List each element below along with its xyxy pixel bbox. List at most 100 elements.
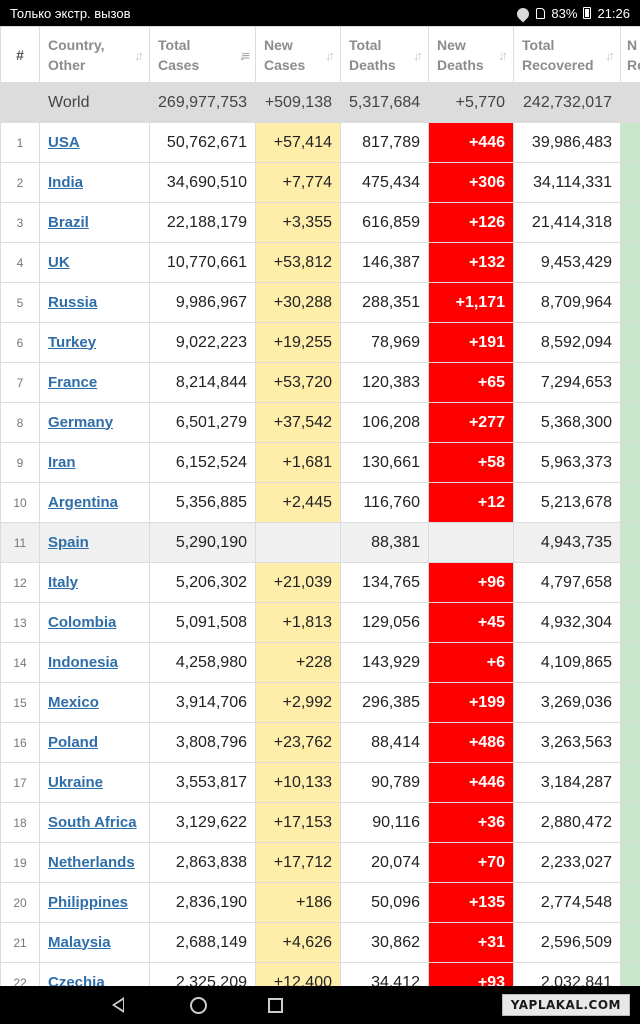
country-link[interactable]: Brazil [48, 213, 89, 231]
total-deaths-cell: 129,056 [340, 602, 429, 643]
new-deaths-cell: +306 [428, 162, 514, 203]
extra-cell [620, 802, 640, 843]
total-recovered-cell: 2,032,841 [513, 962, 621, 986]
header-total-recovered-line2: Recovered [522, 56, 594, 73]
country-link[interactable]: Philippines [48, 893, 129, 911]
total-cases-cell: 2,836,190 [149, 882, 256, 923]
extra-cell [620, 522, 640, 563]
new-deaths-cell: +126 [428, 202, 514, 243]
table-row: 10 Argentina 5,356,885 +2,445 116,760 +12 5,21… [0, 482, 640, 523]
new-deaths-cell: +1,171 [428, 282, 514, 323]
total-deaths-cell: 90,789 [340, 762, 429, 803]
header-new-cases[interactable]: New Cases ↓↑ [255, 26, 341, 83]
row-number: 19 [0, 842, 40, 883]
extra-cell [620, 922, 640, 963]
new-deaths-cell: +199 [428, 682, 514, 723]
country-link[interactable]: Netherlands [48, 853, 135, 871]
total-recovered-cell: 5,963,373 [513, 442, 621, 483]
extra-cell [620, 442, 640, 483]
country-link[interactable]: Colombia [48, 613, 117, 631]
country-link[interactable]: Germany [48, 413, 114, 431]
sort-icon: ↓↑ [413, 47, 423, 63]
country-link[interactable]: Iran [48, 453, 76, 471]
total-recovered-cell: 2,596,509 [513, 922, 621, 963]
header-new-deaths[interactable]: New Deaths ↓↑ [428, 26, 514, 83]
row-number: 4 [0, 242, 40, 283]
country-link[interactable]: Czechia [48, 973, 105, 987]
header-num[interactable]: # [0, 26, 40, 83]
header-new-cases-line2: Cases [264, 56, 306, 73]
table-row: 5 Russia 9,986,967 +30,288 288,351 +1,171 8,70… [0, 282, 640, 323]
country-link[interactable]: Poland [48, 733, 99, 751]
country-link[interactable]: India [48, 173, 84, 191]
header-total-recovered[interactable]: Total Recovered ↓↑ [513, 26, 621, 83]
back-icon[interactable] [110, 997, 126, 1013]
extra-cell [620, 202, 640, 243]
new-deaths-cell: +135 [428, 882, 514, 923]
row-number: 12 [0, 562, 40, 603]
sort-icon: ↓↑ [325, 47, 335, 63]
header-country[interactable]: Country, Other ↓↑ [39, 26, 150, 83]
country-cell: India [39, 162, 150, 203]
country-link[interactable]: Ukraine [48, 773, 104, 791]
table-body: World 269,977,753 +509,138 5,317,684 +5,… [0, 82, 640, 987]
header-extra-line2: Re [627, 56, 640, 73]
home-icon[interactable] [190, 997, 207, 1014]
row-number: 10 [0, 482, 40, 523]
clock: 21:26 [597, 5, 630, 21]
total-deaths-cell: 116,760 [340, 482, 429, 523]
world-label: World [39, 82, 150, 123]
row-number: 21 [0, 922, 40, 963]
country-link[interactable]: France [48, 373, 98, 391]
recents-icon[interactable] [268, 998, 283, 1013]
total-deaths-cell: 20,074 [340, 842, 429, 883]
status-icons: 83% 21:26 [516, 6, 630, 21]
total-cases-cell: 3,129,622 [149, 802, 256, 843]
total-deaths-cell: 30,862 [340, 922, 429, 963]
country-link[interactable]: USA [48, 133, 80, 151]
country-link[interactable]: Spain [48, 533, 89, 551]
new-cases-cell: +4,626 [255, 922, 341, 963]
new-cases-cell: +2,445 [255, 482, 341, 523]
total-recovered-cell: 4,943,735 [513, 522, 621, 563]
table-row: 16 Poland 3,808,796 +23,762 88,414 +486 3,263,… [0, 722, 640, 763]
total-deaths-cell: 296,385 [340, 682, 429, 723]
country-cell: Malaysia [39, 922, 150, 963]
wifi-icon [516, 7, 530, 19]
row-number: 6 [0, 322, 40, 363]
total-deaths-cell: 817,789 [340, 122, 429, 163]
country-link[interactable]: Turkey [48, 333, 97, 351]
row-number: 3 [0, 202, 40, 243]
country-link[interactable]: Russia [48, 293, 98, 311]
new-deaths-cell: +70 [428, 842, 514, 883]
header-row: # Country, Other ↓↑ Total Cases ↓≡ New C… [0, 26, 640, 83]
sort-icon: ↓↑ [134, 47, 144, 63]
table-row: 22 Czechia 2,325,209 +12,400 34,412 +93 2,032,… [0, 962, 640, 987]
world-row: World 269,977,753 +509,138 5,317,684 +5,… [0, 82, 640, 123]
carrier-text: Только экстр. вызов [10, 5, 131, 21]
extra-cell [620, 322, 640, 363]
covid-table-container[interactable]: # Country, Other ↓↑ Total Cases ↓≡ New C… [0, 26, 640, 986]
new-deaths-cell: +191 [428, 322, 514, 363]
country-link[interactable]: Italy [48, 573, 79, 591]
country-cell: Italy [39, 562, 150, 603]
country-cell: Czechia [39, 962, 150, 987]
header-total-deaths[interactable]: Total Deaths ↓↑ [340, 26, 429, 83]
header-total-cases[interactable]: Total Cases ↓≡ [149, 26, 256, 83]
total-cases-cell: 6,152,524 [149, 442, 256, 483]
country-link[interactable]: Indonesia [48, 653, 119, 671]
country-link[interactable]: UK [48, 253, 70, 271]
country-cell: Colombia [39, 602, 150, 643]
country-link[interactable]: Mexico [48, 693, 99, 711]
new-deaths-cell: +36 [428, 802, 514, 843]
total-deaths-cell: 90,116 [340, 802, 429, 843]
country-link[interactable]: Malaysia [48, 933, 111, 951]
header-new-recovered[interactable]: N Re [620, 26, 640, 83]
total-cases-cell: 10,770,661 [149, 242, 256, 283]
world-extra-cell [620, 82, 640, 123]
row-number: 20 [0, 882, 40, 923]
country-link[interactable]: Argentina [48, 493, 119, 511]
new-deaths-cell: +486 [428, 722, 514, 763]
new-deaths-cell [428, 522, 514, 563]
country-link[interactable]: South Africa [48, 813, 137, 831]
